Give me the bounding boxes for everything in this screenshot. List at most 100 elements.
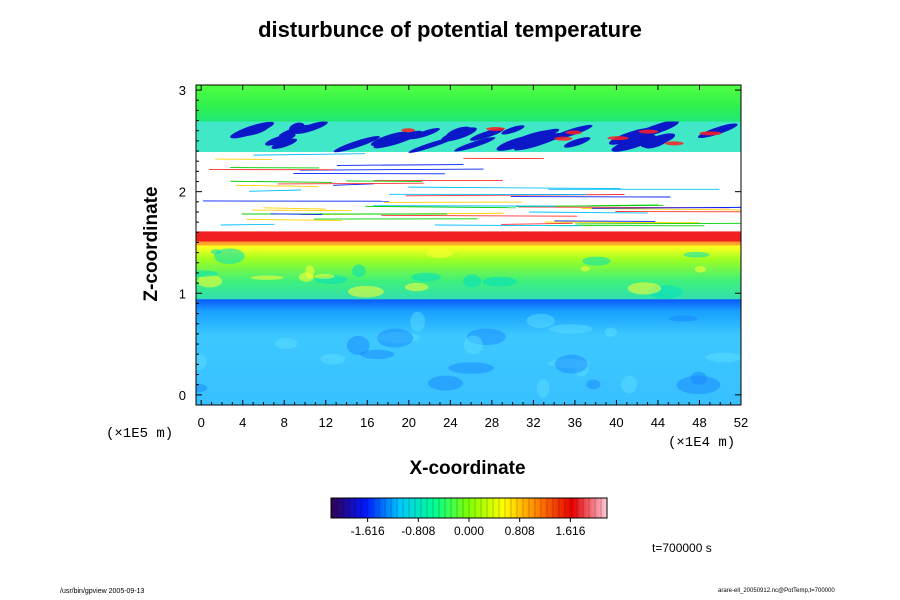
cold-eddy bbox=[448, 362, 495, 374]
neutral-patch bbox=[582, 256, 611, 266]
x-axis-unit: (×1E4 m) bbox=[668, 435, 736, 451]
cold-eddy bbox=[463, 335, 483, 355]
plot-frame bbox=[195, 84, 742, 406]
x-tick-label: 32 bbox=[526, 415, 540, 430]
cold-wave bbox=[333, 135, 380, 153]
cold-eddy bbox=[690, 371, 707, 385]
warm-wave bbox=[607, 136, 629, 141]
cold-eddy bbox=[275, 337, 298, 350]
warm-wave bbox=[638, 129, 659, 134]
streak bbox=[529, 211, 648, 214]
x-axis: 0 4 8 12 16 20 24 28 32 36 40 44 48 52 bbox=[198, 85, 748, 430]
x-tick-label: 48 bbox=[692, 415, 706, 430]
cold-eddy bbox=[320, 353, 346, 365]
cold-wave bbox=[441, 127, 477, 142]
y-tick-label: 1 bbox=[179, 286, 186, 301]
cold-eddy bbox=[360, 349, 395, 360]
cold-eddy bbox=[196, 383, 208, 393]
streak bbox=[544, 221, 700, 224]
cold-eddy bbox=[548, 358, 590, 369]
warm-wave bbox=[565, 130, 582, 135]
streak bbox=[575, 222, 741, 225]
neutral-patch bbox=[482, 276, 518, 287]
cold-wave bbox=[271, 138, 298, 149]
cold-eddy bbox=[377, 332, 420, 343]
neutral-patch bbox=[314, 273, 335, 279]
chart-title: disturbunce of potential temperature bbox=[258, 17, 642, 42]
cold-wave bbox=[230, 121, 275, 139]
colorbar-tick-label: 0.808 bbox=[505, 524, 535, 538]
neutral-patch bbox=[196, 270, 219, 277]
footer-source: arare-ell_20050912.nc@PotTemp,t=700000 bbox=[718, 588, 835, 594]
streak bbox=[251, 209, 352, 212]
streak bbox=[249, 189, 302, 192]
cold-eddy bbox=[410, 311, 426, 332]
y-axis-unit: (×1E5 m) bbox=[106, 426, 174, 442]
neutral-patch bbox=[298, 272, 314, 282]
warm-wave bbox=[486, 127, 506, 132]
neutral-patch bbox=[347, 285, 384, 298]
streak bbox=[246, 218, 342, 222]
cold-wave bbox=[611, 134, 656, 152]
neutral-patch bbox=[352, 264, 366, 278]
y-tick-label: 0 bbox=[179, 388, 186, 403]
cold-wave bbox=[514, 132, 564, 151]
neutral-patch bbox=[694, 266, 707, 273]
cold-eddy bbox=[676, 375, 721, 395]
streak bbox=[277, 182, 424, 185]
streak bbox=[405, 194, 625, 197]
y-axis-label: Z-coordinate bbox=[141, 186, 162, 302]
cold-wave bbox=[508, 130, 553, 147]
cold-wave bbox=[265, 133, 296, 146]
streak bbox=[381, 214, 578, 217]
cold-eddy bbox=[586, 379, 601, 390]
warm-wave bbox=[401, 128, 416, 133]
cold-wave bbox=[501, 125, 525, 135]
x-tick-label: 36 bbox=[568, 415, 582, 430]
neutral-patch bbox=[683, 251, 710, 258]
colorbar: -1.616 -0.808 0.000 0.808 1.616 bbox=[330, 497, 608, 538]
neutral-patch bbox=[411, 272, 442, 282]
streak bbox=[408, 186, 621, 190]
cold-wave bbox=[245, 126, 268, 136]
cold-eddy bbox=[428, 375, 463, 391]
heatmap-field bbox=[196, 85, 741, 405]
x-tick-label: 16 bbox=[360, 415, 374, 430]
cold-wave bbox=[278, 124, 311, 137]
warm-front-edge bbox=[196, 241, 741, 246]
cold-eddy bbox=[536, 378, 550, 398]
cold-wave bbox=[644, 137, 668, 149]
streak bbox=[220, 223, 275, 226]
x-tick-label: 12 bbox=[319, 415, 333, 430]
x-tick-label: 52 bbox=[734, 415, 748, 430]
y-axis: 0 1 2 3 bbox=[179, 83, 741, 403]
streak bbox=[581, 207, 741, 211]
footer-command: /usr/bin/gpview 2005-09-13 bbox=[60, 588, 145, 595]
x-tick-label: 40 bbox=[609, 415, 623, 430]
streak bbox=[230, 180, 333, 183]
x-tick-label: 20 bbox=[402, 415, 416, 430]
cold-eddy bbox=[668, 315, 699, 322]
x-tick-label: 28 bbox=[485, 415, 499, 430]
cold-wave bbox=[454, 137, 496, 152]
y-tick-label: 3 bbox=[179, 83, 186, 98]
cold-wave bbox=[409, 128, 440, 140]
streak bbox=[501, 222, 573, 225]
cold-wave bbox=[373, 130, 423, 149]
colorbar-tick-label: -1.616 bbox=[351, 524, 385, 538]
warm-front bbox=[196, 231, 741, 243]
cold-wave bbox=[469, 128, 505, 141]
cold-eddy bbox=[377, 328, 414, 348]
neutral-patch bbox=[250, 275, 284, 280]
time-stamp: t=700000 s bbox=[652, 541, 712, 555]
x-tick-label: 44 bbox=[651, 415, 665, 430]
x-tick-label: 0 bbox=[198, 415, 205, 430]
neutral-patch bbox=[404, 282, 429, 292]
colorbar-tick-label: 1.616 bbox=[555, 524, 585, 538]
band-saturated bbox=[196, 151, 741, 232]
warm-wave bbox=[664, 141, 684, 146]
streak bbox=[591, 206, 741, 209]
cold-eddy bbox=[705, 352, 741, 363]
cold-wave bbox=[563, 137, 591, 148]
